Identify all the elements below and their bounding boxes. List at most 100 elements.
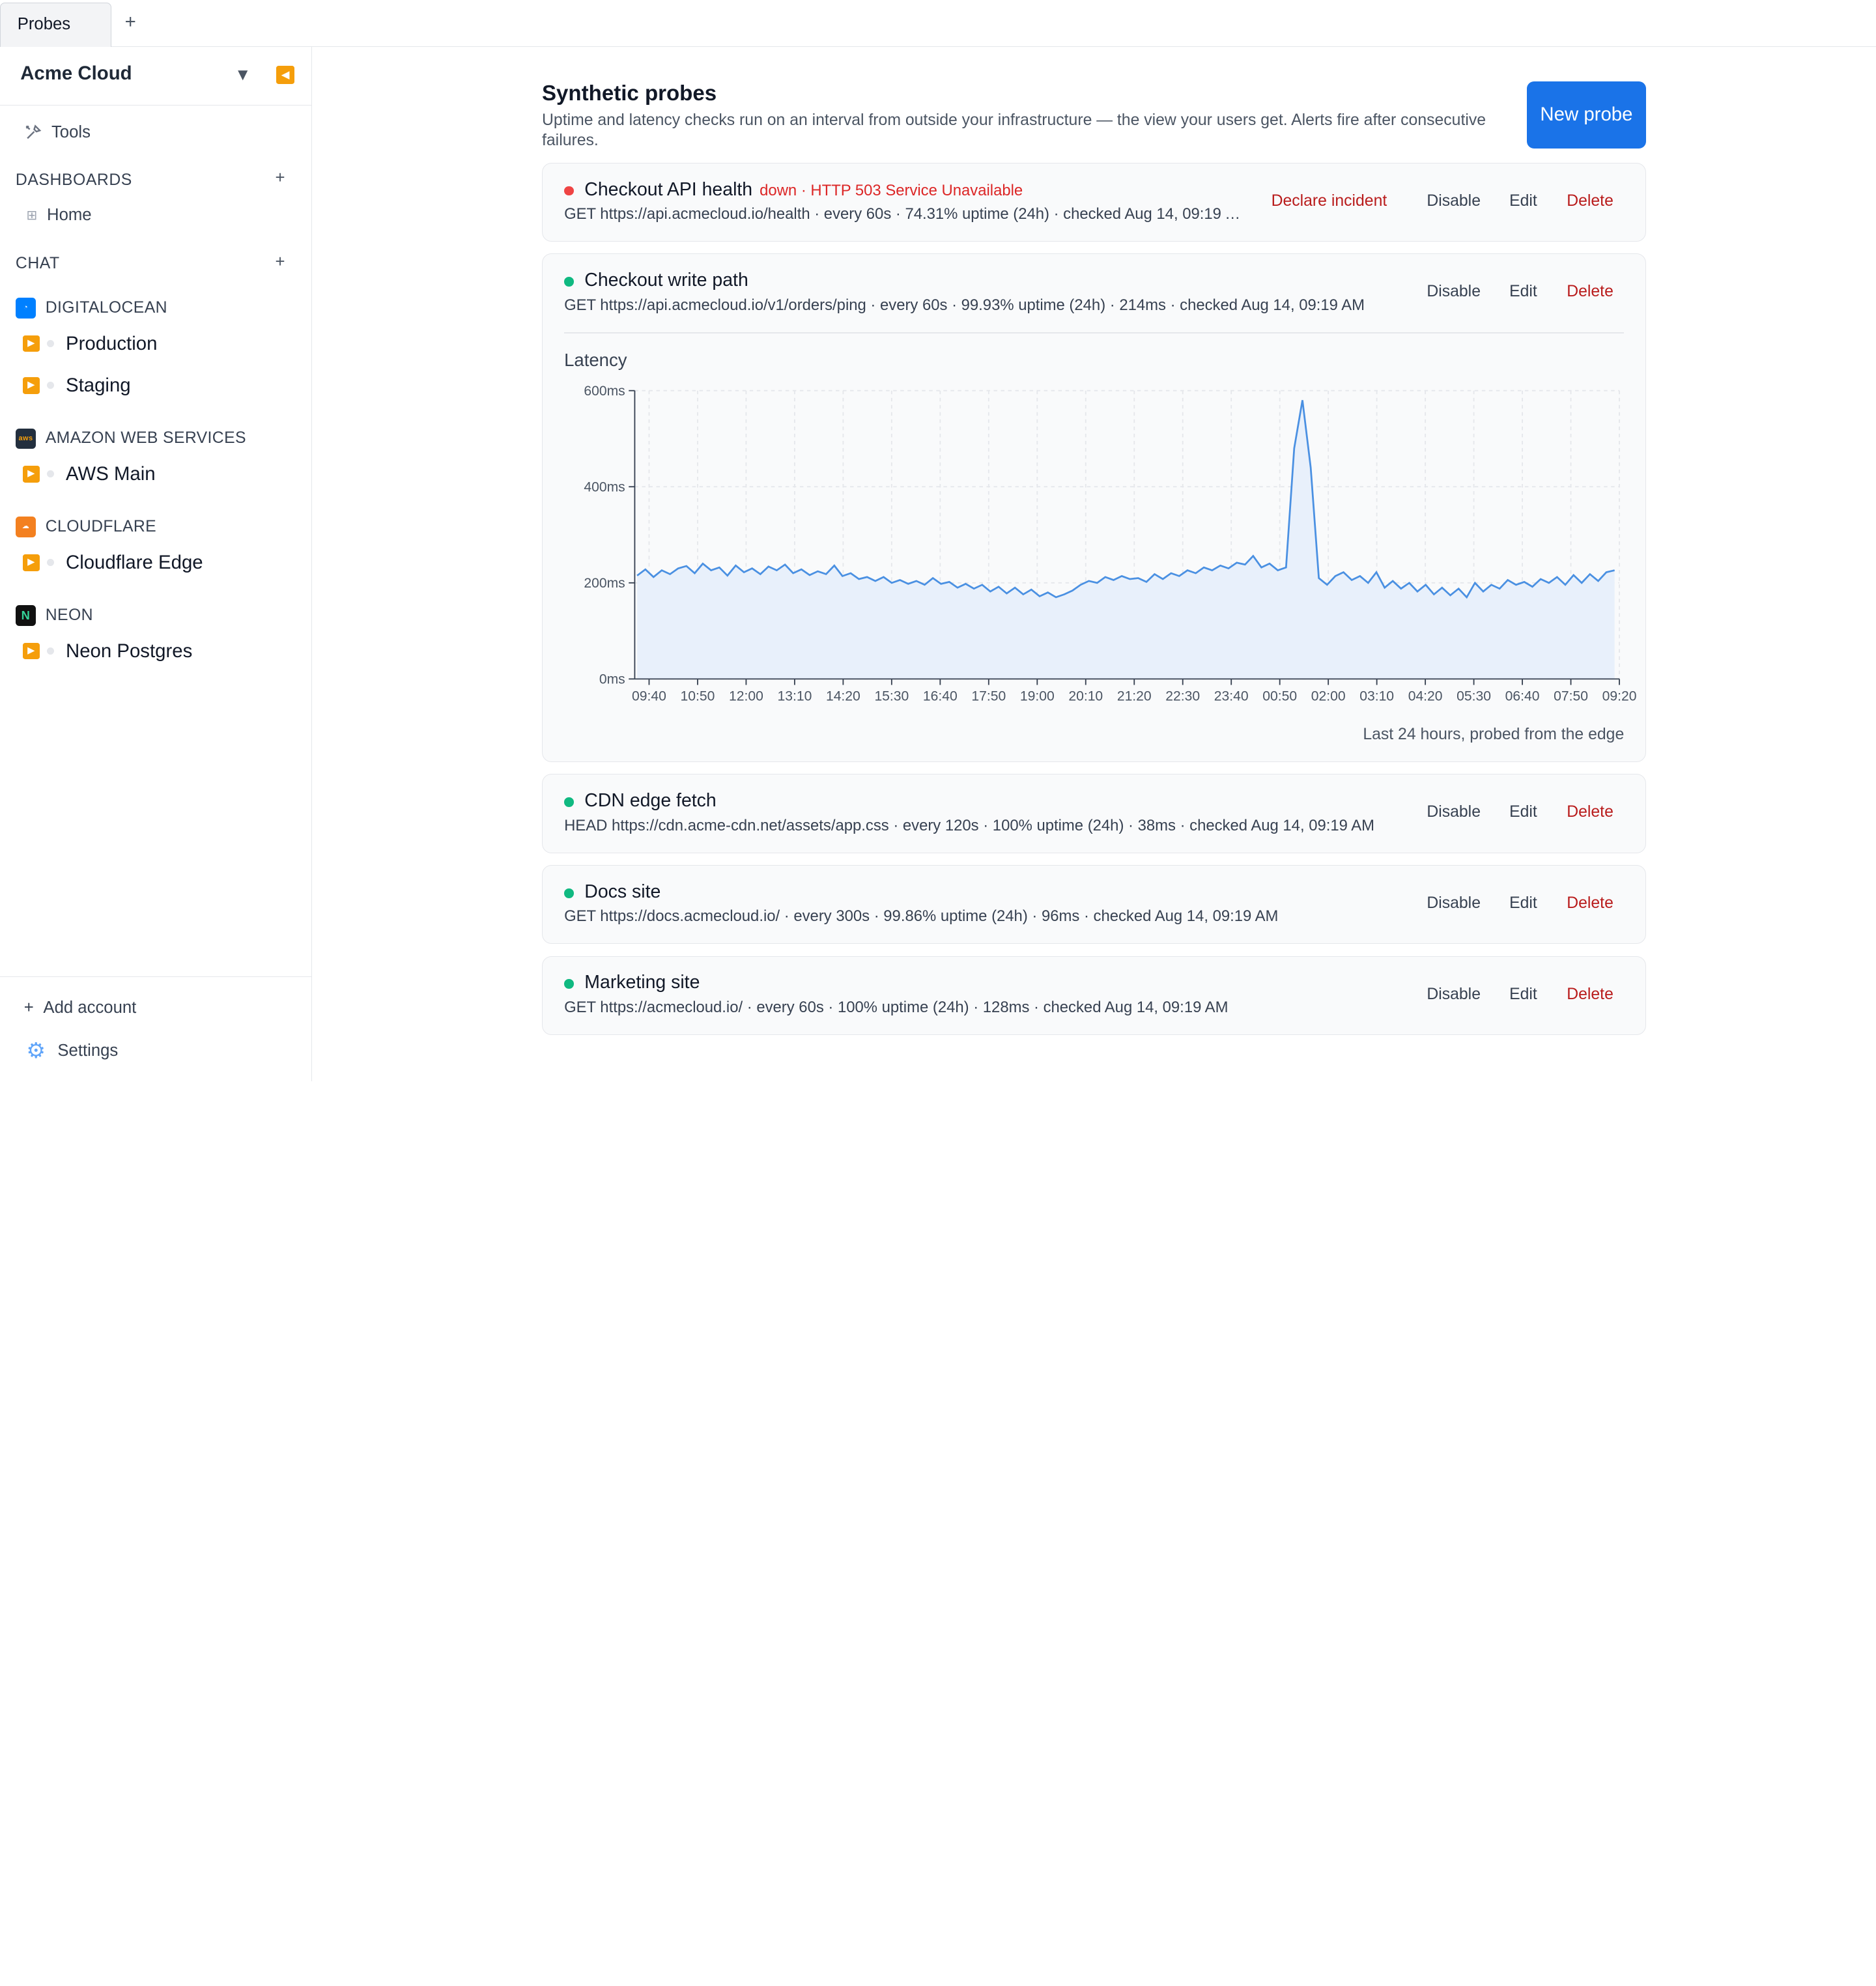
- chart-note: Last 24 hours, probed from the edge: [1363, 726, 1625, 744]
- declare-incident-button[interactable]: Declare incident: [1271, 192, 1387, 210]
- edit-button[interactable]: Edit: [1509, 283, 1537, 301]
- settings-button[interactable]: ⚙ Settings: [26, 1038, 118, 1064]
- provider-name: NEON: [45, 606, 93, 624]
- account-neon-postgres[interactable]: ▶ Neon Postgres: [22, 640, 193, 662]
- x-tick-label: 20:10: [1068, 688, 1103, 703]
- disable-button[interactable]: Disable: [1427, 894, 1481, 912]
- org-switcher: Acme Cloud ▼ ◀: [0, 47, 311, 106]
- probe-meta: GET https://acmecloud.io/ · every 60s · …: [564, 998, 1229, 1016]
- y-tick-label: 200ms: [584, 576, 625, 591]
- chevron-down-icon[interactable]: ▼: [234, 66, 251, 84]
- sidebar-item-label: Tools: [51, 123, 91, 142]
- status-dot: [46, 470, 54, 478]
- status-dot: [46, 647, 54, 655]
- disable-button[interactable]: Disable: [1427, 283, 1481, 301]
- x-tick-label: 03:10: [1359, 688, 1394, 703]
- sidebar-item-tools[interactable]: Tools: [24, 123, 91, 142]
- probe-name: CDN edge fetch: [584, 790, 717, 812]
- disable-button[interactable]: Disable: [1427, 803, 1481, 821]
- dashboards-header: DASHBOARDS: [15, 171, 132, 189]
- delete-button[interactable]: Delete: [1567, 985, 1613, 1003]
- disable-button[interactable]: Disable: [1427, 192, 1481, 210]
- x-tick-label: 09:20: [1602, 688, 1637, 703]
- x-tick-label: 23:40: [1214, 688, 1249, 703]
- settings-label: Settings: [57, 1041, 119, 1060]
- account-label: Production: [65, 332, 158, 354]
- account-label: AWS Main: [65, 462, 156, 485]
- account-cloudflare-edge[interactable]: ▶ Cloudflare Edge: [22, 552, 203, 574]
- org-name: Acme Cloud: [20, 62, 132, 84]
- status-dot: [564, 888, 574, 898]
- probe-card-marketing: Marketing site GET https://acmecloud.io/…: [542, 956, 1647, 1035]
- probe-card-checkout-write: Checkout write path GET https://api.acme…: [542, 253, 1647, 762]
- add-account-button[interactable]: + Add account: [24, 999, 137, 1017]
- x-tick-label: 10:50: [681, 688, 715, 703]
- x-tick-label: 15:30: [874, 688, 909, 703]
- edit-button[interactable]: Edit: [1509, 192, 1537, 210]
- x-tick-label: 14:20: [826, 688, 860, 703]
- collapse-sidebar-icon[interactable]: ◀: [276, 66, 294, 84]
- x-tick-label: 13:10: [778, 688, 812, 703]
- status-dot: [564, 797, 574, 807]
- x-tick-label: 05:30: [1457, 688, 1491, 703]
- chat-header: CHAT: [15, 255, 60, 273]
- new-tab-button[interactable]: +: [124, 10, 136, 33]
- probe-meta: GET https://docs.acmecloud.io/ · every 3…: [564, 907, 1279, 926]
- y-tick-label: 600ms: [584, 384, 625, 399]
- account-production[interactable]: ▶ Production: [22, 332, 158, 355]
- play-icon: ▶: [22, 642, 40, 660]
- account-label: Staging: [65, 374, 131, 396]
- tools-icon: [25, 124, 42, 139]
- provider-aws: aws AMAZON WEB SERVICES: [15, 428, 246, 449]
- status-dot: [564, 277, 574, 287]
- page-description: Uptime and latency checks run on an inte…: [542, 111, 1486, 150]
- probe-name: Checkout API health down · HTTP 503 Servi…: [584, 178, 1023, 200]
- delete-button[interactable]: Delete: [1567, 283, 1613, 301]
- sidebar-item-label: Home: [47, 205, 92, 224]
- digitalocean-icon: ◔: [15, 298, 36, 319]
- tab-strip: Probes +: [0, 0, 1876, 47]
- provider-cloudflare: ☁ CLOUDFLARE: [15, 517, 157, 537]
- x-tick-label: 02:00: [1311, 688, 1346, 703]
- edit-button[interactable]: Edit: [1509, 803, 1537, 821]
- probe-card-docs: Docs site GET https://docs.acmecloud.io/…: [542, 864, 1647, 944]
- x-tick-label: 19:00: [1020, 688, 1055, 703]
- probe-meta: GET https://api.acmecloud.io/health · ev…: [564, 205, 1246, 223]
- add-account-label: Add account: [43, 998, 137, 1017]
- edit-button[interactable]: Edit: [1509, 894, 1537, 912]
- provider-neon: N NEON: [15, 605, 93, 626]
- add-dashboard-button[interactable]: +: [275, 168, 285, 187]
- neon-icon: N: [15, 605, 36, 626]
- x-tick-label: 16:40: [923, 688, 958, 703]
- sidebar-footer: + Add account ⚙ Settings: [0, 976, 311, 1082]
- x-tick-label: 09:40: [632, 688, 666, 703]
- provider-name: CLOUDFLARE: [45, 518, 157, 536]
- account-staging[interactable]: ▶ Staging: [22, 374, 131, 397]
- account-label: Neon Postgres: [65, 640, 193, 662]
- probe-meta: HEAD https://cdn.acme-cdn.net/assets/app…: [564, 816, 1375, 834]
- play-icon: ▶: [22, 377, 40, 394]
- x-tick-label: 00:50: [1262, 688, 1297, 703]
- account-aws-main[interactable]: ▶ AWS Main: [22, 462, 156, 485]
- latency-line: [636, 400, 1615, 599]
- status-dot: [46, 340, 54, 348]
- sidebar: Acme Cloud ▼ ◀ Tools DASHBOARDS + ⊞ Home…: [0, 46, 313, 1082]
- x-tick-label: 04:20: [1408, 688, 1443, 703]
- play-icon: ▶: [22, 465, 40, 483]
- chart-title: Latency: [564, 350, 627, 371]
- divider: [564, 332, 1625, 333]
- tab-probes[interactable]: Probes: [0, 2, 111, 47]
- delete-button[interactable]: Delete: [1567, 192, 1613, 210]
- new-probe-button[interactable]: New probe: [1526, 81, 1647, 149]
- plus-icon: +: [23, 998, 34, 1017]
- edit-button[interactable]: Edit: [1509, 985, 1537, 1003]
- delete-button[interactable]: Delete: [1567, 803, 1613, 821]
- probe-name: Marketing site: [584, 972, 700, 993]
- latency-area: [637, 400, 1615, 679]
- sidebar-item-home[interactable]: ⊞ Home: [26, 206, 91, 225]
- x-tick-label: 22:30: [1165, 688, 1200, 703]
- disable-button[interactable]: Disable: [1427, 985, 1481, 1003]
- add-chat-button[interactable]: +: [275, 252, 285, 271]
- delete-button[interactable]: Delete: [1567, 894, 1613, 912]
- y-tick-label: 400ms: [584, 480, 625, 495]
